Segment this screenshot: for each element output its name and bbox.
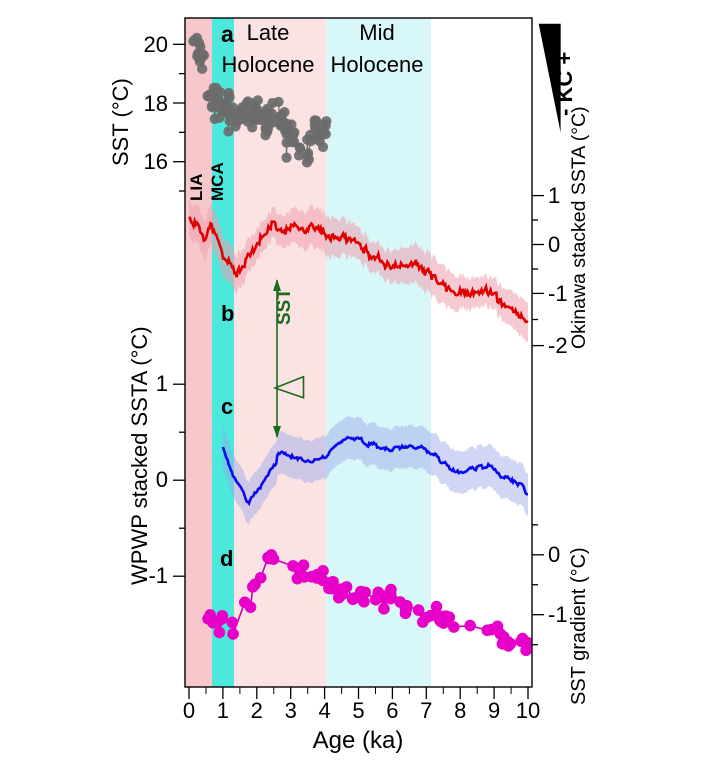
svg-text:Age (ka): Age (ka) [313, 727, 404, 754]
svg-text:d: d [220, 546, 233, 571]
svg-text:b: b [221, 301, 234, 326]
svg-text:- KC +: - KC + [552, 52, 577, 116]
svg-text:9: 9 [488, 698, 500, 723]
svg-text:4: 4 [318, 698, 330, 723]
svg-text:0: 0 [548, 542, 560, 567]
svg-text:1: 1 [548, 183, 560, 208]
svg-text:-1: -1 [548, 281, 568, 306]
svg-text:Mid: Mid [359, 20, 394, 45]
svg-text:3: 3 [285, 698, 297, 723]
svg-text:Holocene: Holocene [222, 52, 315, 77]
svg-text:1: 1 [217, 698, 229, 723]
svg-text:LIA: LIA [187, 174, 206, 201]
svg-text:SST (°C): SST (°C) [108, 78, 133, 166]
svg-text:7: 7 [420, 698, 432, 723]
svg-text:0: 0 [183, 698, 195, 723]
svg-text:Okinawa stacked SSTA (°C): Okinawa stacked SSTA (°C) [568, 106, 590, 349]
svg-text:18: 18 [144, 91, 168, 116]
svg-text:0: 0 [548, 232, 560, 257]
svg-text:-1: -1 [548, 602, 568, 627]
svg-text:Holocene: Holocene [331, 52, 424, 77]
svg-text:10: 10 [516, 698, 540, 723]
svg-text:6: 6 [386, 698, 398, 723]
svg-text:SST gradient (°C): SST gradient (°C) [568, 547, 590, 705]
svg-text:Late: Late [247, 20, 290, 45]
svg-text:-2: -2 [548, 333, 568, 358]
svg-text:c: c [221, 394, 233, 419]
svg-text:8: 8 [454, 698, 466, 723]
svg-text:SST: SST [274, 288, 295, 325]
svg-text:16: 16 [144, 149, 168, 174]
svg-text:0: 0 [156, 467, 168, 492]
svg-text:5: 5 [352, 698, 364, 723]
svg-text:2: 2 [251, 698, 263, 723]
svg-text:1: 1 [156, 371, 168, 396]
svg-text:MCA: MCA [208, 162, 227, 201]
svg-text:WPWP stacked SSTA (°C): WPWP stacked SSTA (°C) [127, 326, 152, 585]
svg-text:20: 20 [144, 32, 168, 57]
svg-text:a: a [221, 21, 234, 47]
